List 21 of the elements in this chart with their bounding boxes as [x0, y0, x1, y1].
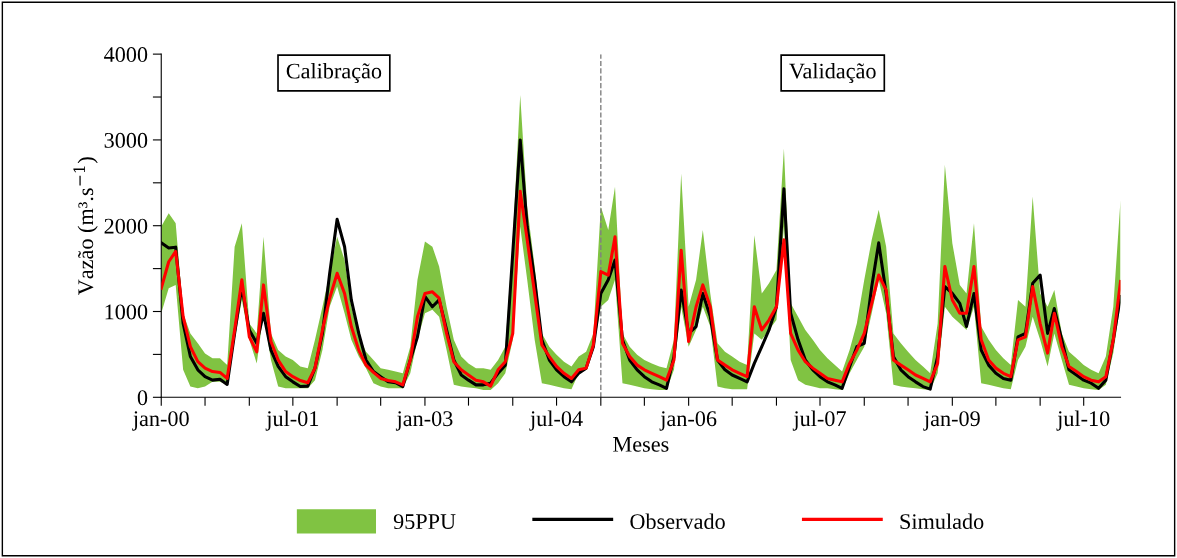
x-tick-label: jul-01: [265, 410, 319, 431]
x-tick-label: jul-10: [1056, 410, 1110, 431]
legend-label: Observado: [630, 513, 725, 530]
annotation: Validação: [789, 62, 876, 84]
y-tick-label: 1000: [105, 304, 148, 320]
y-tick-label: 2000: [104, 218, 148, 234]
legend-label: 95PPU: [393, 514, 456, 530]
x-tick-label: jul-07: [792, 410, 846, 431]
x-tick-label: jan-09: [923, 411, 980, 431]
y-tick-label: 0: [137, 390, 148, 406]
x-tick-label: jul-04: [529, 410, 583, 431]
x-tick-label: jan-03: [395, 411, 453, 431]
y-tick-label: 4000: [104, 47, 148, 63]
line-series: [161, 189, 1121, 388]
annotation: Calibração: [286, 62, 382, 84]
y-tick-label: 3000: [104, 132, 148, 148]
y-axis-title: Vazão (m³.s$^{−1}$): [73, 157, 98, 296]
legend-label: Simulado: [900, 513, 984, 530]
x-axis-title: Meses: [613, 437, 669, 452]
x-tick-label: jan-00: [132, 411, 189, 431]
x-tick-label: jan-06: [659, 411, 717, 431]
